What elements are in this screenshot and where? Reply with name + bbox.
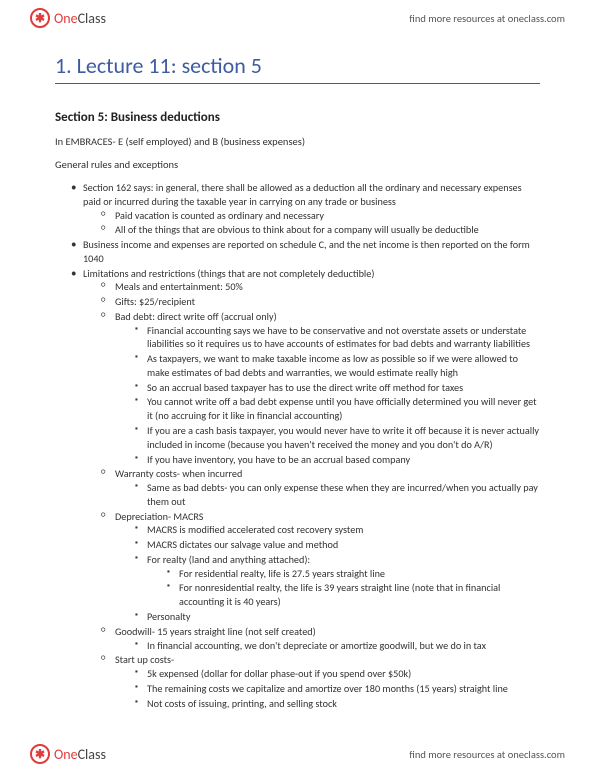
brand-name-one: One [54, 10, 78, 27]
list-item: 5k expensed (dollar for dollar phase-out… [137, 667, 540, 681]
list-item: For residential realty, life is 27.5 yea… [169, 567, 540, 581]
list-item-text: Personalty [147, 610, 190, 623]
list-item-text: Start up costs- [115, 653, 174, 666]
brand-name: OneClass [54, 10, 106, 27]
list-item-text: Not costs of issuing, printing, and sell… [147, 697, 337, 710]
list-item: Goodwill- 15 years straight line (not se… [105, 625, 540, 653]
brand-name-class: Class [78, 10, 106, 27]
list-item: The remaining costs we capitalize and am… [137, 682, 540, 696]
list-item: Gifts: $25/recipient [105, 295, 540, 309]
list-item: In financial accounting, we don't deprec… [137, 639, 540, 653]
brand-name-footer: OneClass [54, 746, 106, 763]
list-item: For realty (land and anything attached):… [137, 553, 540, 609]
list-item: Paid vacation is counted as ordinary and… [105, 209, 540, 223]
list-item-text: Same as bad debts- you can only expense … [147, 481, 538, 508]
list-item-text: For nonresidential realty, the life is 3… [179, 581, 500, 608]
outline-sublist: Same as bad debts- you can only expense … [115, 481, 540, 509]
list-item-text: Business income and expenses are reporte… [83, 238, 530, 265]
title-underline [55, 83, 540, 84]
brand-name-one: One [54, 746, 78, 763]
outline-sublist: Paid vacation is counted as ordinary and… [83, 209, 540, 238]
page-header: ✱ OneClass find more resources at onecla… [0, 0, 595, 32]
list-item: Section 162 says: in general, there shal… [73, 181, 540, 237]
list-item: MACRS is modified accelerated cost recov… [137, 523, 540, 537]
outline-sublist: 5k expensed (dollar for dollar phase-out… [115, 667, 540, 710]
outline-sublist: MACRS is modified accelerated cost recov… [115, 523, 540, 623]
list-item: Same as bad debts- you can only expense … [137, 481, 540, 509]
list-item-text: Financial accounting says we have to be … [147, 324, 530, 351]
list-item-text: Meals and entertainment: 50% [115, 280, 243, 293]
list-item-text: If you are a cash basis taxpayer, you wo… [147, 424, 539, 451]
document-body: 1. Lecture 11: section 5 Section 5: Busi… [0, 32, 595, 721]
brand-logo-footer: ✱ OneClass [30, 744, 106, 764]
logo-asterisk-icon: ✱ [30, 744, 50, 764]
list-item: Meals and entertainment: 50% [105, 280, 540, 294]
list-item: For nonresidential realty, the life is 3… [169, 581, 540, 609]
list-item: Start up costs-5k expensed (dollar for d… [105, 653, 540, 710]
list-item: All of the things that are obvious to th… [105, 223, 540, 237]
page-title: 1. Lecture 11: section 5 [55, 52, 540, 79]
list-item: As taxpayers, we want to make taxable in… [137, 352, 540, 380]
list-item-text: Limitations and restrictions (things tha… [83, 267, 374, 280]
outline-sublist: In financial accounting, we don't deprec… [115, 639, 540, 653]
list-item: MACRS dictates our salvage value and met… [137, 538, 540, 552]
list-item-text: If you have inventory, you have to be an… [147, 453, 410, 466]
list-item-text: MACRS is modified accelerated cost recov… [147, 523, 363, 536]
list-item: Bad debt: direct write off (accrual only… [105, 310, 540, 466]
list-item-text: For realty (land and anything attached): [147, 553, 310, 566]
list-item-text: So an accrual based taxpayer has to use … [147, 381, 463, 394]
list-item-text: For residential realty, life is 27.5 yea… [179, 567, 385, 580]
outline-sublist: Financial accounting says we have to be … [115, 324, 540, 467]
list-item-text: All of the things that are obvious to th… [115, 223, 479, 236]
list-item-text: Paid vacation is counted as ordinary and… [115, 209, 324, 222]
page-footer: ✱ OneClass find more resources at onecla… [0, 744, 595, 764]
footer-tagline[interactable]: find more resources at oneclass.com [409, 748, 565, 761]
list-item: If you have inventory, you have to be an… [137, 453, 540, 467]
list-item: Financial accounting says we have to be … [137, 324, 540, 352]
list-item: Limitations and restrictions (things tha… [73, 267, 540, 711]
list-item-text: Gifts: $25/recipient [115, 295, 195, 308]
outline-list: Section 162 says: in general, there shal… [55, 181, 540, 710]
list-item-text: In financial accounting, we don't deprec… [147, 639, 486, 652]
list-item-text: Warranty costs- when incurred [115, 467, 242, 480]
header-tagline[interactable]: find more resources at oneclass.com [409, 12, 565, 25]
list-item: Depreciation- MACRSMACRS is modified acc… [105, 510, 540, 624]
list-item: If you are a cash basis taxpayer, you wo… [137, 424, 540, 452]
list-item: Not costs of issuing, printing, and sell… [137, 697, 540, 711]
list-item-text: The remaining costs we capitalize and am… [147, 682, 508, 695]
list-item: You cannot write off a bad debt expense … [137, 395, 540, 423]
list-item-text: Bad debt: direct write off (accrual only… [115, 310, 277, 323]
outline-sublist: Meals and entertainment: 50% Gifts: $25/r… [83, 280, 540, 710]
list-item: Business income and expenses are reporte… [73, 238, 540, 266]
list-item-text: Goodwill- 15 years straight line (not se… [115, 625, 316, 638]
section-heading: Section 5: Business deductions [55, 110, 540, 125]
list-item-text: As taxpayers, we want to make taxable in… [147, 352, 518, 379]
brand-logo: ✱ OneClass [30, 8, 106, 28]
list-item-text: MACRS dictates our salvage value and met… [147, 538, 338, 551]
logo-asterisk-icon: ✱ [30, 8, 50, 28]
list-item-text: You cannot write off a bad debt expense … [147, 395, 537, 422]
outline-sublist: For residential realty, life is 27.5 yea… [147, 567, 540, 609]
list-item: Personalty [137, 610, 540, 624]
subsection-heading: General rules and exceptions [55, 158, 540, 171]
list-item: Warranty costs- when incurredSame as bad… [105, 467, 540, 508]
list-item-text: 5k expensed (dollar for dollar phase-out… [147, 667, 411, 680]
list-item-text: Section 162 says: in general, there shal… [83, 181, 522, 208]
list-item: So an accrual based taxpayer has to use … [137, 381, 540, 395]
brand-name-class: Class [78, 746, 106, 763]
list-item-text: Depreciation- MACRS [115, 510, 203, 523]
section-intro: In EMBRACES- E (self employed) and B (bu… [55, 135, 540, 148]
